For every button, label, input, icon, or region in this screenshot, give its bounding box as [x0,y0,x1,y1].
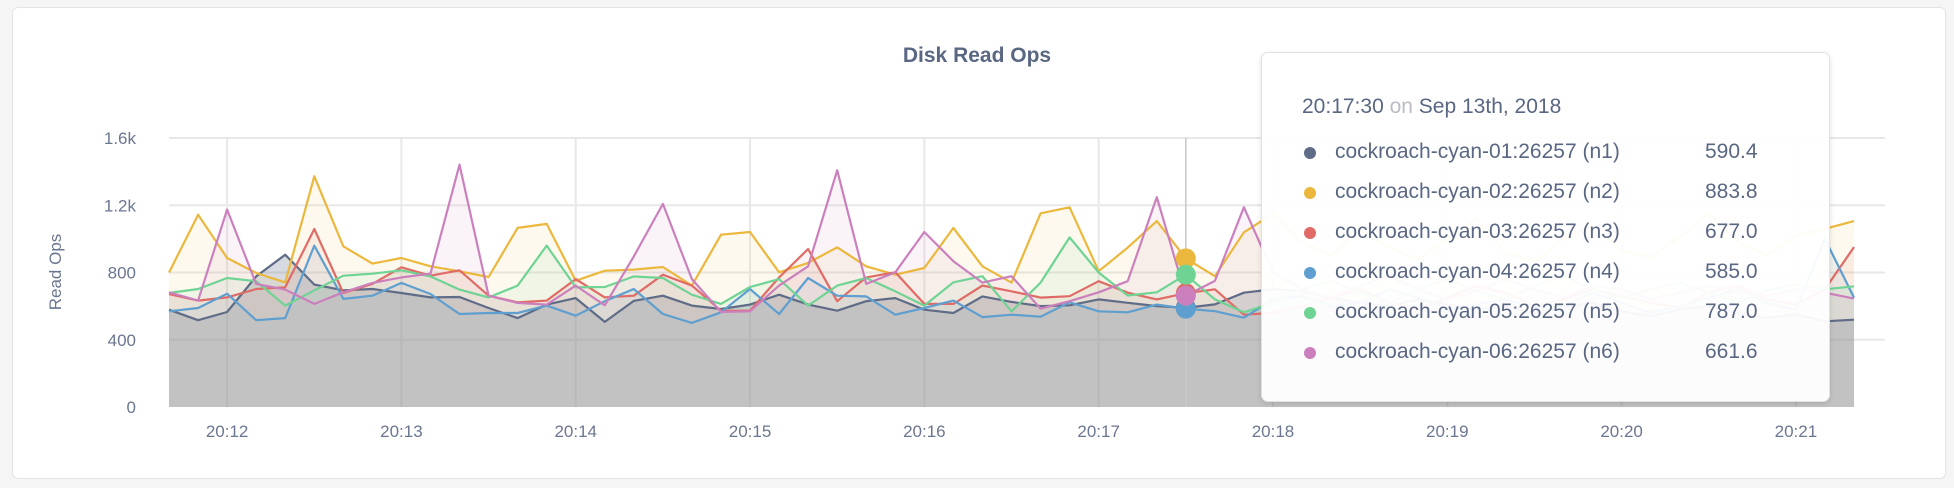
tooltip-date: Sep 13th, 2018 [1418,95,1562,118]
tooltip-series-label: cockroach-cyan-03:26257 (n3) [1335,220,1620,243]
hover-marker-n2 [1175,248,1196,269]
tooltip-row: cockroach-cyan-05:26257 (n5) 787.0 [1302,300,1802,326]
tooltip-title: 20:17:30 on Sep 13th, 2018 [1302,95,1561,119]
series-dot-icon [1304,347,1316,359]
tooltip-row: cockroach-cyan-06:26257 (n6) 661.6 [1302,340,1802,366]
y-tick-label: 1.2k [104,196,137,215]
tooltip-row: cockroach-cyan-02:26257 (n2) 883.8 [1302,180,1802,206]
tooltip-row: cockroach-cyan-04:26257 (n4) 585.0 [1302,260,1802,286]
y-tick-label: 0 [127,398,136,417]
axes: 0 400 800 1.2k 1.6k 20:12 20:13 20:14 20:15 20:16… [104,129,1817,441]
tooltip-series-value: 787.0 [1705,300,1758,323]
tooltip-series-label: cockroach-cyan-02:26257 (n2) [1335,180,1620,203]
tooltip-series-value: 661.6 [1705,340,1758,363]
x-tick-label: 20:15 [729,422,772,441]
tooltip-series-value: 590.4 [1705,140,1758,163]
tooltip: 20:17:30 on Sep 13th, 2018 cockroach-cya… [1261,52,1830,402]
series-dot-icon [1304,147,1316,159]
chart-title: Disk Read Ops [902,44,1052,67]
y-tick-label: 1.6k [104,129,137,148]
series-dot-icon [1304,227,1316,239]
series-dot-icon [1304,267,1316,279]
y-axis-label: Read Ops [46,234,65,311]
tooltip-series-label: cockroach-cyan-05:26257 (n5) [1335,300,1620,323]
tooltip-row: cockroach-cyan-01:26257 (n1) 590.4 [1302,140,1802,166]
hover-marker-n5 [1175,264,1196,285]
x-tick-label: 20:19 [1426,422,1469,441]
x-tick-label: 20:13 [380,422,423,441]
x-tick-label: 20:12 [206,422,249,441]
series-dot-icon [1304,307,1316,319]
tooltip-series-label: cockroach-cyan-01:26257 (n1) [1335,140,1620,163]
y-tick-label: 800 [108,264,136,283]
y-tick-label: 400 [108,331,136,350]
x-tick-label: 20:14 [554,422,597,441]
tooltip-series-value: 585.0 [1705,260,1758,283]
series-dot-icon [1304,187,1316,199]
tooltip-time: 20:17:30 [1302,95,1384,118]
tooltip-on: on [1389,95,1413,118]
tooltip-series-value: 883.8 [1705,180,1758,203]
hover-marker-n6 [1175,285,1196,306]
x-tick-label: 20:20 [1600,422,1643,441]
tooltip-series-label: cockroach-cyan-06:26257 (n6) [1335,340,1620,363]
x-tick-label: 20:18 [1252,422,1295,441]
tooltip-series-value: 677.0 [1705,220,1758,243]
tooltip-series-label: cockroach-cyan-04:26257 (n4) [1335,260,1620,283]
x-tick-label: 20:21 [1775,422,1818,441]
x-tick-label: 20:16 [903,422,946,441]
tooltip-row: cockroach-cyan-03:26257 (n3) 677.0 [1302,220,1802,246]
x-tick-label: 20:17 [1077,422,1120,441]
